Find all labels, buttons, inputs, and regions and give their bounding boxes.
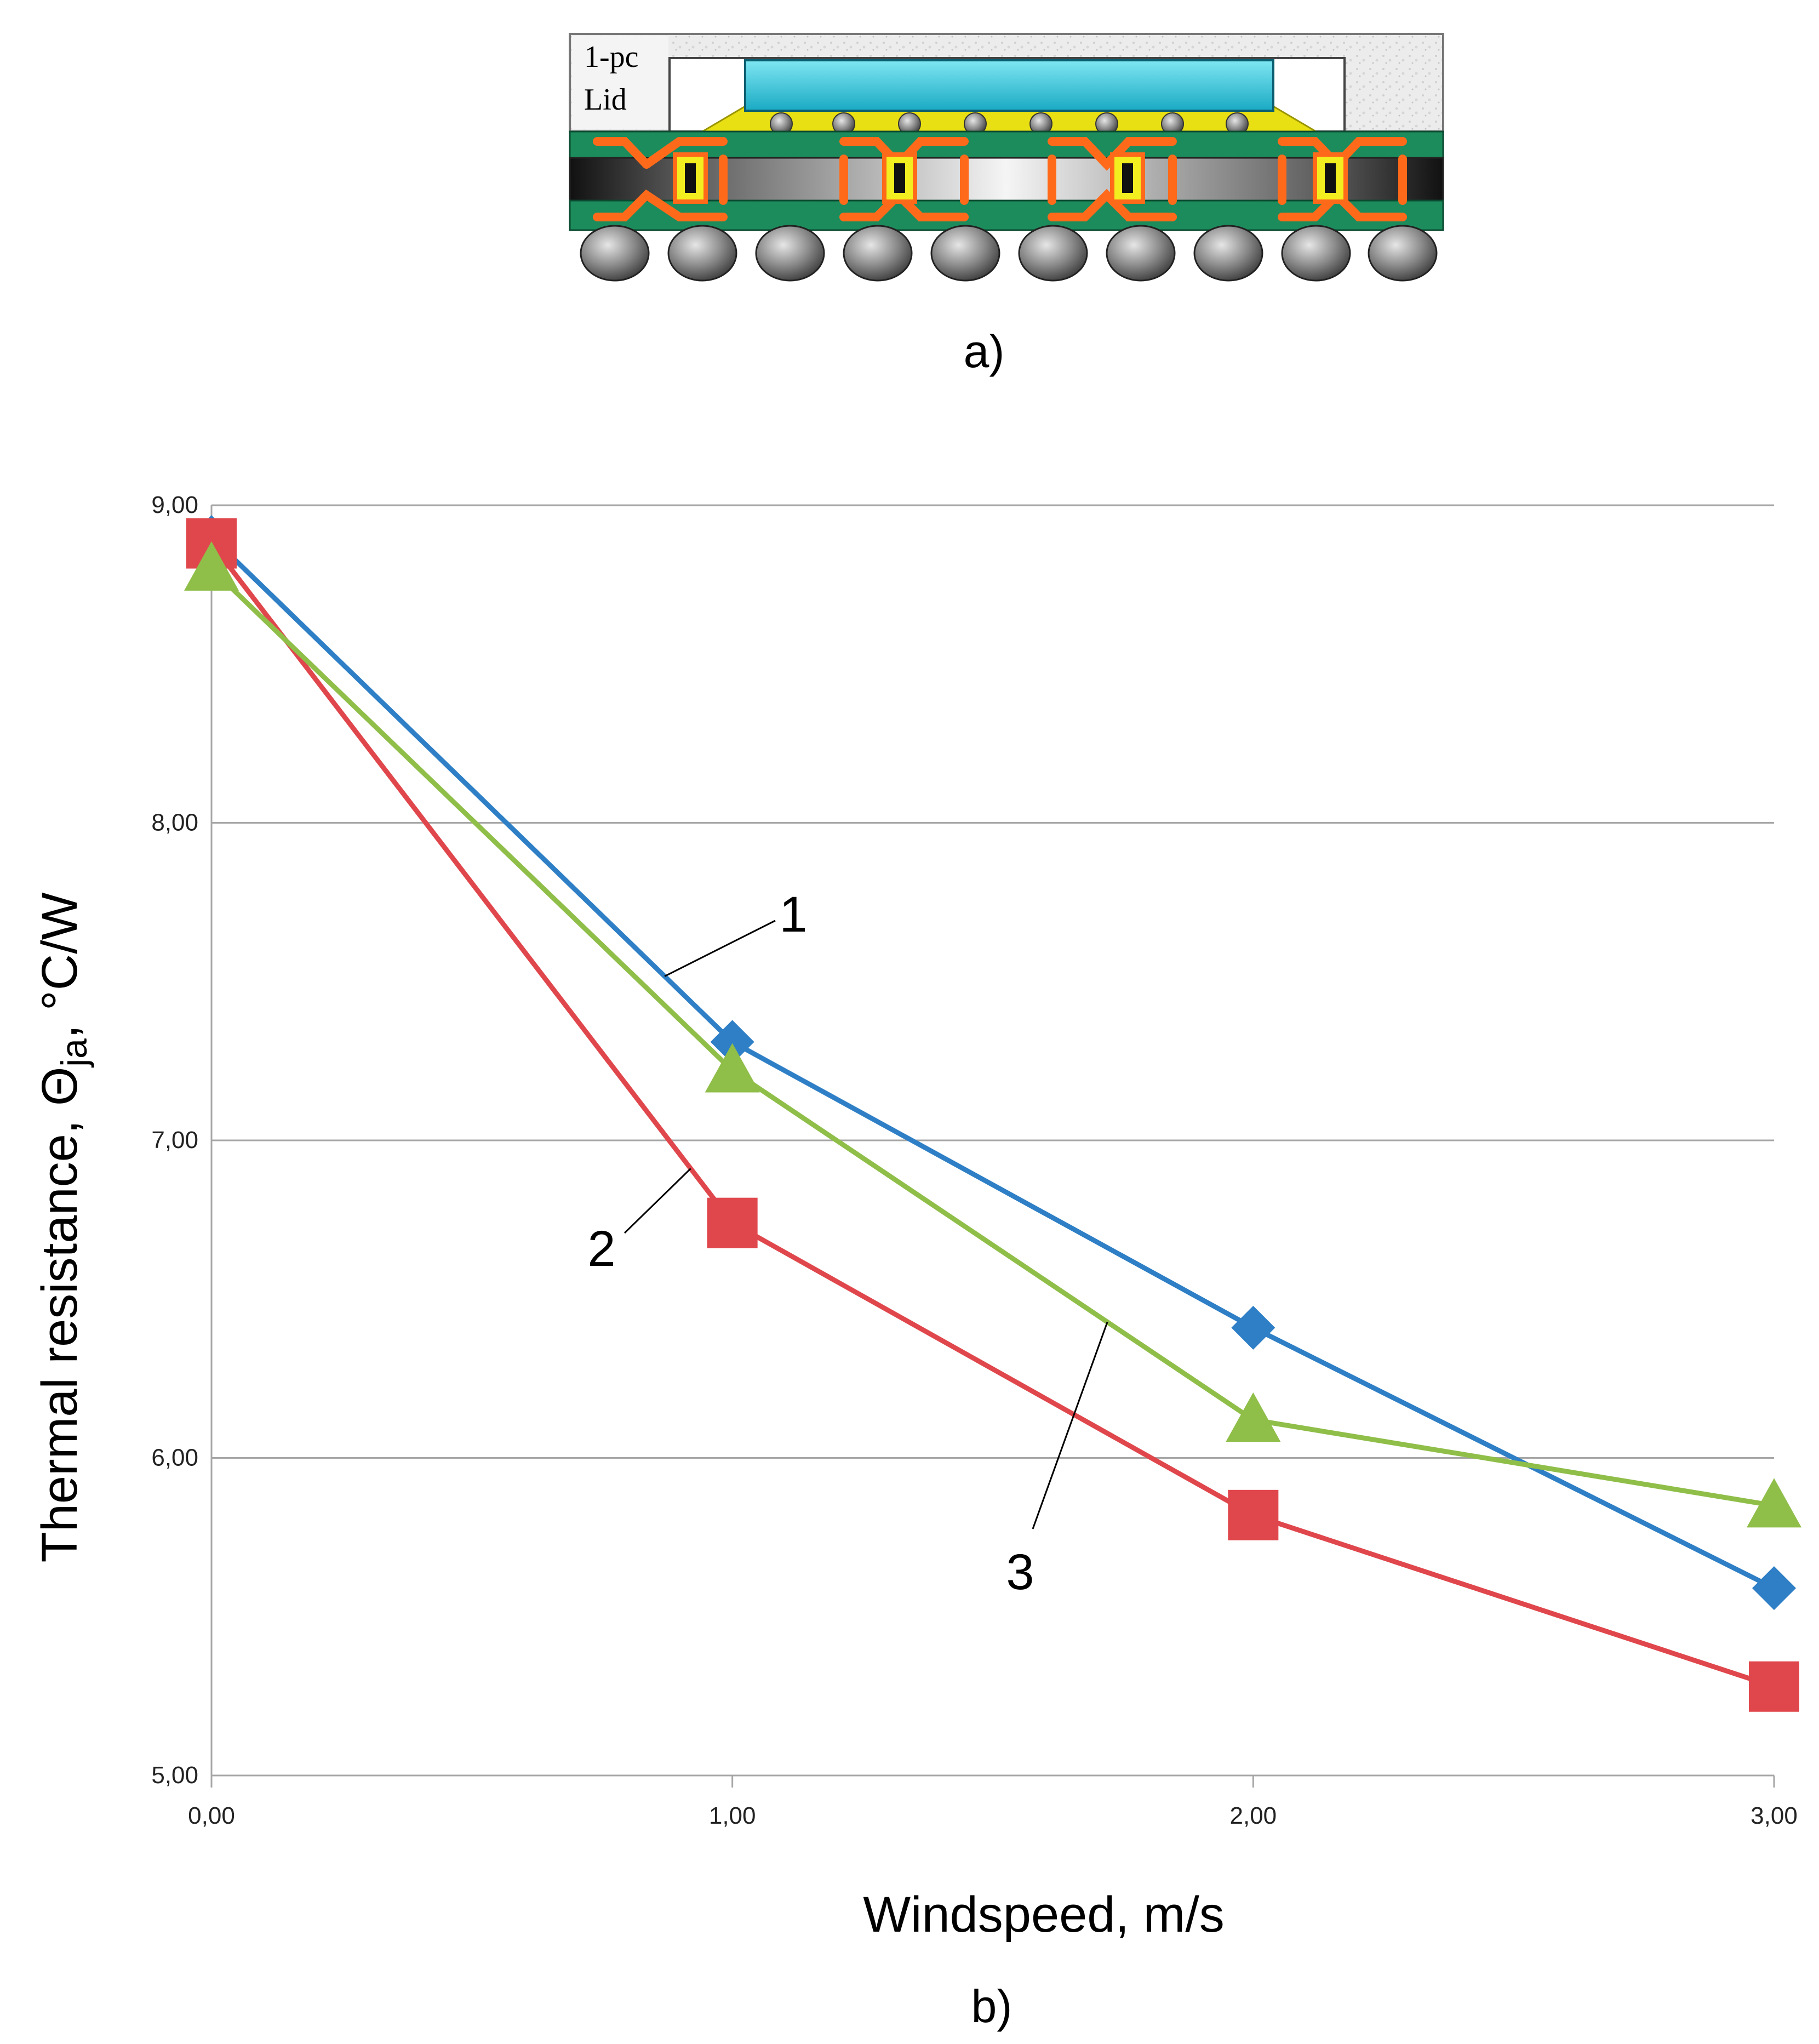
y-axis-label-unit: , °C/W bbox=[32, 892, 88, 1038]
series-3-point-2 bbox=[1226, 1392, 1281, 1442]
series-1-point-2 bbox=[1231, 1305, 1275, 1350]
x-axis-label: Windspeed, m/s bbox=[863, 1887, 1225, 1943]
y-axis-label-sub: ja bbox=[54, 1038, 94, 1068]
y-tick-label-2: 7,00 bbox=[151, 1127, 198, 1154]
lid-label-line2: Lid bbox=[584, 83, 627, 117]
y-tick-label-0: 5,00 bbox=[151, 1762, 198, 1789]
x-tick-label-2: 2,00 bbox=[1230, 1802, 1277, 1829]
die bbox=[744, 59, 1274, 112]
y-tick-label-4: 9,00 bbox=[151, 492, 198, 518]
axes bbox=[210, 505, 1775, 1788]
caption-a: a) bbox=[964, 326, 1005, 377]
through-holes bbox=[673, 152, 1348, 204]
y-tick-label-1: 6,00 bbox=[151, 1444, 198, 1471]
series-label-1: 1 bbox=[779, 887, 807, 943]
thermal-resistance-chart: 5,00 6,00 7,00 8,00 9,00 0,00 1,00 2,00 3,00 1 2 3… bbox=[32, 492, 1801, 2032]
lid-label-line1: 1-pc bbox=[584, 40, 639, 74]
series-2-point-3 bbox=[1749, 1661, 1799, 1712]
series-3-point-0 bbox=[184, 541, 239, 591]
series-1-point-1 bbox=[710, 1020, 754, 1064]
series bbox=[184, 515, 1801, 1712]
x-tick-label-1: 1,00 bbox=[709, 1802, 756, 1829]
series-2-point-1 bbox=[707, 1197, 758, 1248]
series-3-point-3 bbox=[1747, 1478, 1801, 1528]
y-axis-label-main: Thermal resistance, Θ bbox=[32, 1067, 88, 1563]
series-1-line bbox=[209, 535, 1776, 1591]
grid bbox=[211, 504, 1774, 1459]
leader-line-1 bbox=[664, 920, 776, 977]
series-3-point-1 bbox=[705, 1043, 760, 1093]
caption-b: b) bbox=[971, 1980, 1013, 2032]
series-label-3: 3 bbox=[1006, 1544, 1034, 1600]
series-2-line bbox=[209, 541, 1775, 1689]
bga-balls bbox=[580, 225, 1438, 282]
tick-labels: 5,00 6,00 7,00 8,00 9,00 0,00 1,00 2,00 3,00 bbox=[151, 492, 1797, 1829]
series-label-2: 2 bbox=[587, 1221, 615, 1277]
package-cross-section: 1-pc Lid bbox=[569, 33, 1444, 377]
annotations: 1 2 3 bbox=[587, 887, 1108, 1600]
c4-bumps bbox=[770, 112, 1249, 135]
x-tick-label-0: 0,00 bbox=[188, 1802, 235, 1829]
y-tick-label-3: 8,00 bbox=[151, 809, 198, 836]
series-3-line bbox=[209, 567, 1775, 1508]
y-axis-label: Thermal resistance, Θja, °C/W bbox=[32, 892, 94, 1562]
leader-line-3 bbox=[1032, 1321, 1108, 1529]
x-tick-label-3: 3,00 bbox=[1751, 1802, 1798, 1829]
leader-line-2 bbox=[624, 1168, 691, 1234]
series-1-point-3 bbox=[1752, 1566, 1796, 1611]
series-2-point-2 bbox=[1228, 1489, 1279, 1540]
